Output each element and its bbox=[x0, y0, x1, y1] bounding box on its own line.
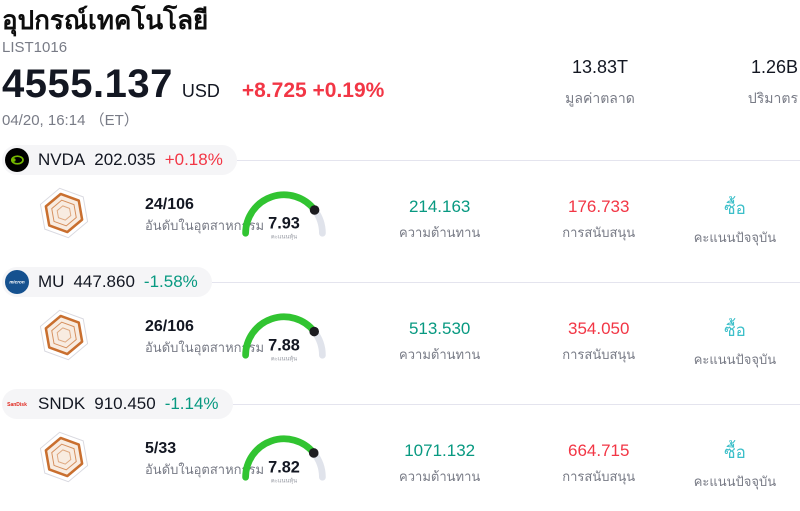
resistance-label: ความต้านทาน bbox=[399, 468, 481, 484]
row-content: 24/106 อันดับในอุตสาหกรรม 7.93 คะแนนหุ้น… bbox=[28, 185, 800, 250]
rating-block: ซื้อ คะแนนปัจจุบัน bbox=[670, 185, 800, 250]
row-divider bbox=[211, 281, 800, 283]
volume-label: ปริมาตร bbox=[747, 89, 798, 106]
support-block: 664.715 การสนับสนุน bbox=[528, 429, 670, 494]
svg-text:SanDisk: SanDisk bbox=[7, 402, 27, 408]
gauge-score-value: 7.88 bbox=[268, 336, 300, 354]
industry-rank-radar-icon bbox=[28, 307, 100, 363]
symbol-label: NVDA bbox=[38, 150, 86, 169]
support-value: 664.715 bbox=[567, 441, 630, 460]
stock-row: micron MU 447.860 -1.58% 26/106 อันดับใน… bbox=[0, 267, 800, 389]
support-block: 354.050 การสนับสนุน bbox=[528, 307, 670, 372]
support-label: การสนับสนุน bbox=[562, 346, 636, 362]
rating-block: ซื้อ คะแนนปัจจุบัน bbox=[670, 429, 800, 494]
market-cap-label: มูลค่าตลาด bbox=[565, 89, 635, 106]
row-content: 5/33 อันดับในอุตสาหกรรม 7.82 คะแนนหุ้น 1… bbox=[28, 429, 800, 494]
pill-line: micron MU 447.860 -1.58% bbox=[0, 267, 800, 297]
index-price: 4555.137 bbox=[2, 61, 173, 106]
micron-logo: micron bbox=[5, 270, 29, 294]
rating-value: ซื้อ bbox=[724, 443, 746, 462]
rating-label: คะแนนปัจจุบัน bbox=[693, 352, 777, 368]
industry-rank-value: 26/106 bbox=[145, 318, 194, 335]
row-divider bbox=[236, 159, 800, 161]
symbol-label: MU bbox=[38, 272, 65, 291]
row-divider bbox=[232, 403, 800, 405]
industry-rank-block: 26/106 อันดับในอุตสาหกรรม bbox=[28, 307, 264, 372]
gauge-score-label: คะแนนหุ้น bbox=[271, 234, 297, 241]
nvidia-logo bbox=[5, 148, 29, 172]
currency-label: USD bbox=[181, 80, 220, 101]
score-gauge: 7.82 คะแนนหุ้น bbox=[228, 429, 352, 494]
symbol-pill[interactable]: NVDA 202.035 +0.18% bbox=[2, 145, 237, 175]
resistance-label: ความต้านทาน bbox=[399, 224, 481, 240]
resistance-block: 214.163 ความต้านทาน bbox=[352, 185, 528, 250]
symbol-pill[interactable]: micron MU 447.860 -1.58% bbox=[2, 267, 212, 297]
gauge-marker-dot bbox=[309, 205, 320, 215]
industry-rank-label: อันดับในอุตสาหกรรม bbox=[145, 339, 265, 355]
support-value: 176.733 bbox=[567, 197, 630, 216]
index-change: +8.725 +0.19% bbox=[241, 78, 385, 102]
header: อุปกรณ์เทคโนโลยี LIST1016 4555.137 USD +… bbox=[0, 0, 800, 130]
symbol-pill[interactable]: SanDisk SNDK 910.450 -1.14% bbox=[2, 389, 233, 419]
rating-value: ซื้อ bbox=[724, 321, 746, 340]
gauge-marker-dot bbox=[309, 326, 319, 337]
price-label: 202.035 bbox=[94, 150, 156, 169]
symbol-label: SNDK bbox=[38, 394, 86, 413]
industry-rank-label: อันดับในอุตสาหกรรม bbox=[145, 461, 265, 477]
gauge-arc: 7.88 คะแนนหุ้น bbox=[242, 313, 326, 363]
industry-rank-radar-icon bbox=[28, 185, 100, 241]
row-content: 26/106 อันดับในอุตสาหกรรม 7.88 คะแนนหุ้น… bbox=[28, 307, 800, 372]
industry-rank-block: 5/33 อันดับในอุตสาหกรรม bbox=[28, 429, 264, 494]
support-label: การสนับสนุน bbox=[562, 468, 636, 484]
gauge-arc: 7.82 คะแนนหุ้น bbox=[242, 435, 326, 485]
gauge-score-value: 7.82 bbox=[268, 458, 300, 476]
gauge-arc: 7.93 คะแนนหุ้น bbox=[242, 191, 326, 241]
resistance-value: 214.163 bbox=[408, 197, 471, 216]
rating-block: ซื้อ คะแนนปัจจุบัน bbox=[670, 307, 800, 372]
resistance-label: ความต้านทาน bbox=[399, 346, 481, 362]
score-gauge: 7.93 คะแนนหุ้น bbox=[228, 185, 352, 250]
support-label: การสนับสนุน bbox=[562, 224, 636, 240]
market-cap-value: 13.83T bbox=[571, 57, 629, 77]
list-id: LIST1016 bbox=[2, 38, 68, 56]
price-line: 4555.137 USD +8.725 +0.19% bbox=[2, 64, 800, 104]
stock-row: NVDA 202.035 +0.18% 24/106 อันดับในอุตสา… bbox=[0, 145, 800, 267]
gauge-marker-dot bbox=[308, 448, 319, 458]
rating-label: คะแนนปัจจุบัน bbox=[693, 474, 777, 490]
market-cap-stat: 13.83T มูลค่าตลาด bbox=[540, 57, 660, 107]
quote-datetime: 04/20, 16:14 （ET） bbox=[2, 111, 139, 129]
price-label: 910.450 bbox=[94, 394, 156, 413]
stock-list: NVDA 202.035 +0.18% 24/106 อันดับในอุตสา… bbox=[0, 145, 800, 511]
industry-rank-block: 24/106 อันดับในอุตสาหกรรม bbox=[28, 185, 264, 250]
support-block: 176.733 การสนับสนุน bbox=[528, 185, 670, 250]
rating-label: คะแนนปัจจุบัน bbox=[693, 230, 777, 246]
rating-value: ซื้อ bbox=[724, 199, 746, 218]
volume-stat: 1.26B ปริมาตร bbox=[705, 57, 798, 107]
price-label: 447.860 bbox=[73, 272, 135, 291]
score-gauge: 7.88 คะแนนหุ้น bbox=[228, 307, 352, 372]
change-label: -1.58% bbox=[143, 272, 198, 291]
resistance-block: 1071.132 ความต้านทาน bbox=[352, 429, 528, 494]
resistance-value: 1071.132 bbox=[404, 441, 476, 460]
pill-line: NVDA 202.035 +0.18% bbox=[0, 145, 800, 175]
industry-rank-radar-icon bbox=[28, 429, 100, 485]
gauge-score-value: 7.93 bbox=[268, 214, 300, 232]
gauge-score-label: คะแนนหุ้น bbox=[271, 478, 297, 485]
sandisk-logo: SanDisk bbox=[5, 392, 29, 416]
volume-value: 1.26B bbox=[750, 57, 798, 77]
pill-line: SanDisk SNDK 910.450 -1.14% bbox=[0, 389, 800, 419]
svg-text:micron: micron bbox=[9, 280, 25, 285]
industry-rank-label: อันดับในอุตสาหกรรม bbox=[145, 217, 265, 233]
change-label: +0.18% bbox=[164, 150, 223, 169]
industry-rank-value: 5/33 bbox=[145, 440, 177, 457]
resistance-value: 513.530 bbox=[408, 319, 471, 338]
page-title: อุปกรณ์เทคโนโลยี bbox=[2, 5, 209, 35]
gauge-score-label: คะแนนหุ้น bbox=[271, 356, 297, 363]
change-label: -1.14% bbox=[164, 394, 219, 413]
stock-row: SanDisk SNDK 910.450 -1.14% 5/33 อันดับใ… bbox=[0, 389, 800, 511]
support-value: 354.050 bbox=[567, 319, 630, 338]
industry-rank-value: 24/106 bbox=[145, 196, 194, 213]
resistance-block: 513.530 ความต้านทาน bbox=[352, 307, 528, 372]
